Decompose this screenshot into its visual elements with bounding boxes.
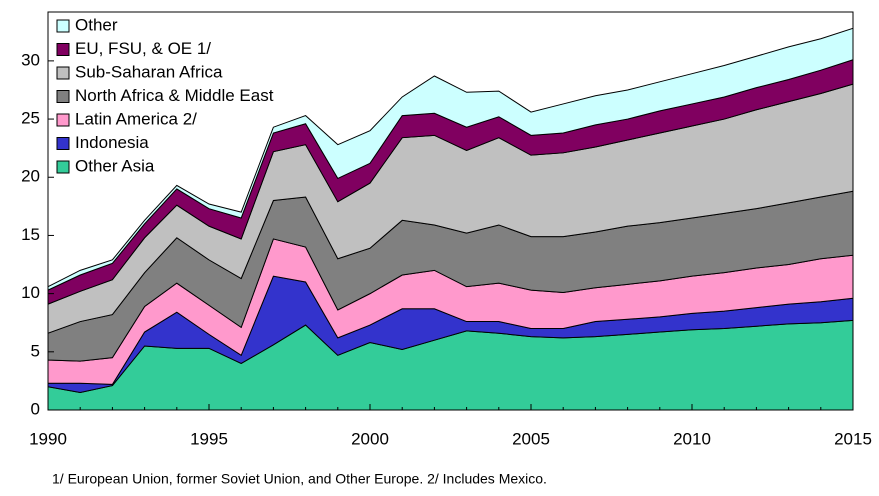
legend-swatch [56,113,70,127]
legend-label: Other Asia [75,156,155,175]
legend-label: Sub-Saharan Africa [75,62,223,81]
x-tick-label: 2015 [834,429,872,448]
y-tick-label: 5 [31,341,40,360]
legend-swatch [56,19,70,33]
y-tick-label: 30 [21,50,40,69]
x-tick-label: 1990 [29,429,67,448]
y-tick-label: 15 [21,225,40,244]
legend-label: Indonesia [75,133,149,152]
legend-label: EU, FSU, & OE 1/ [75,39,211,58]
legend-swatch [56,137,70,150]
x-tick-label: 1995 [190,429,228,448]
y-tick-label: 0 [31,399,40,418]
legend-swatch [56,66,70,80]
footnote: 1/ European Union, former Soviet Union, … [52,471,547,487]
legend-label: Other [75,15,118,34]
legend-label: Latin America 2/ [75,109,197,128]
legend-label: North Africa & Middle East [75,86,274,105]
y-tick-label: 10 [21,283,40,302]
plot-frame [47,11,854,411]
legend-swatch [56,43,70,56]
y-tick-label: 20 [21,167,40,186]
y-tick-label: 25 [21,109,40,128]
legend-swatch [56,90,70,103]
legend-swatch [56,160,70,174]
x-tick-label: 2000 [351,429,389,448]
x-tick-label: 2010 [673,429,711,448]
x-tick-label: 2005 [512,429,550,448]
